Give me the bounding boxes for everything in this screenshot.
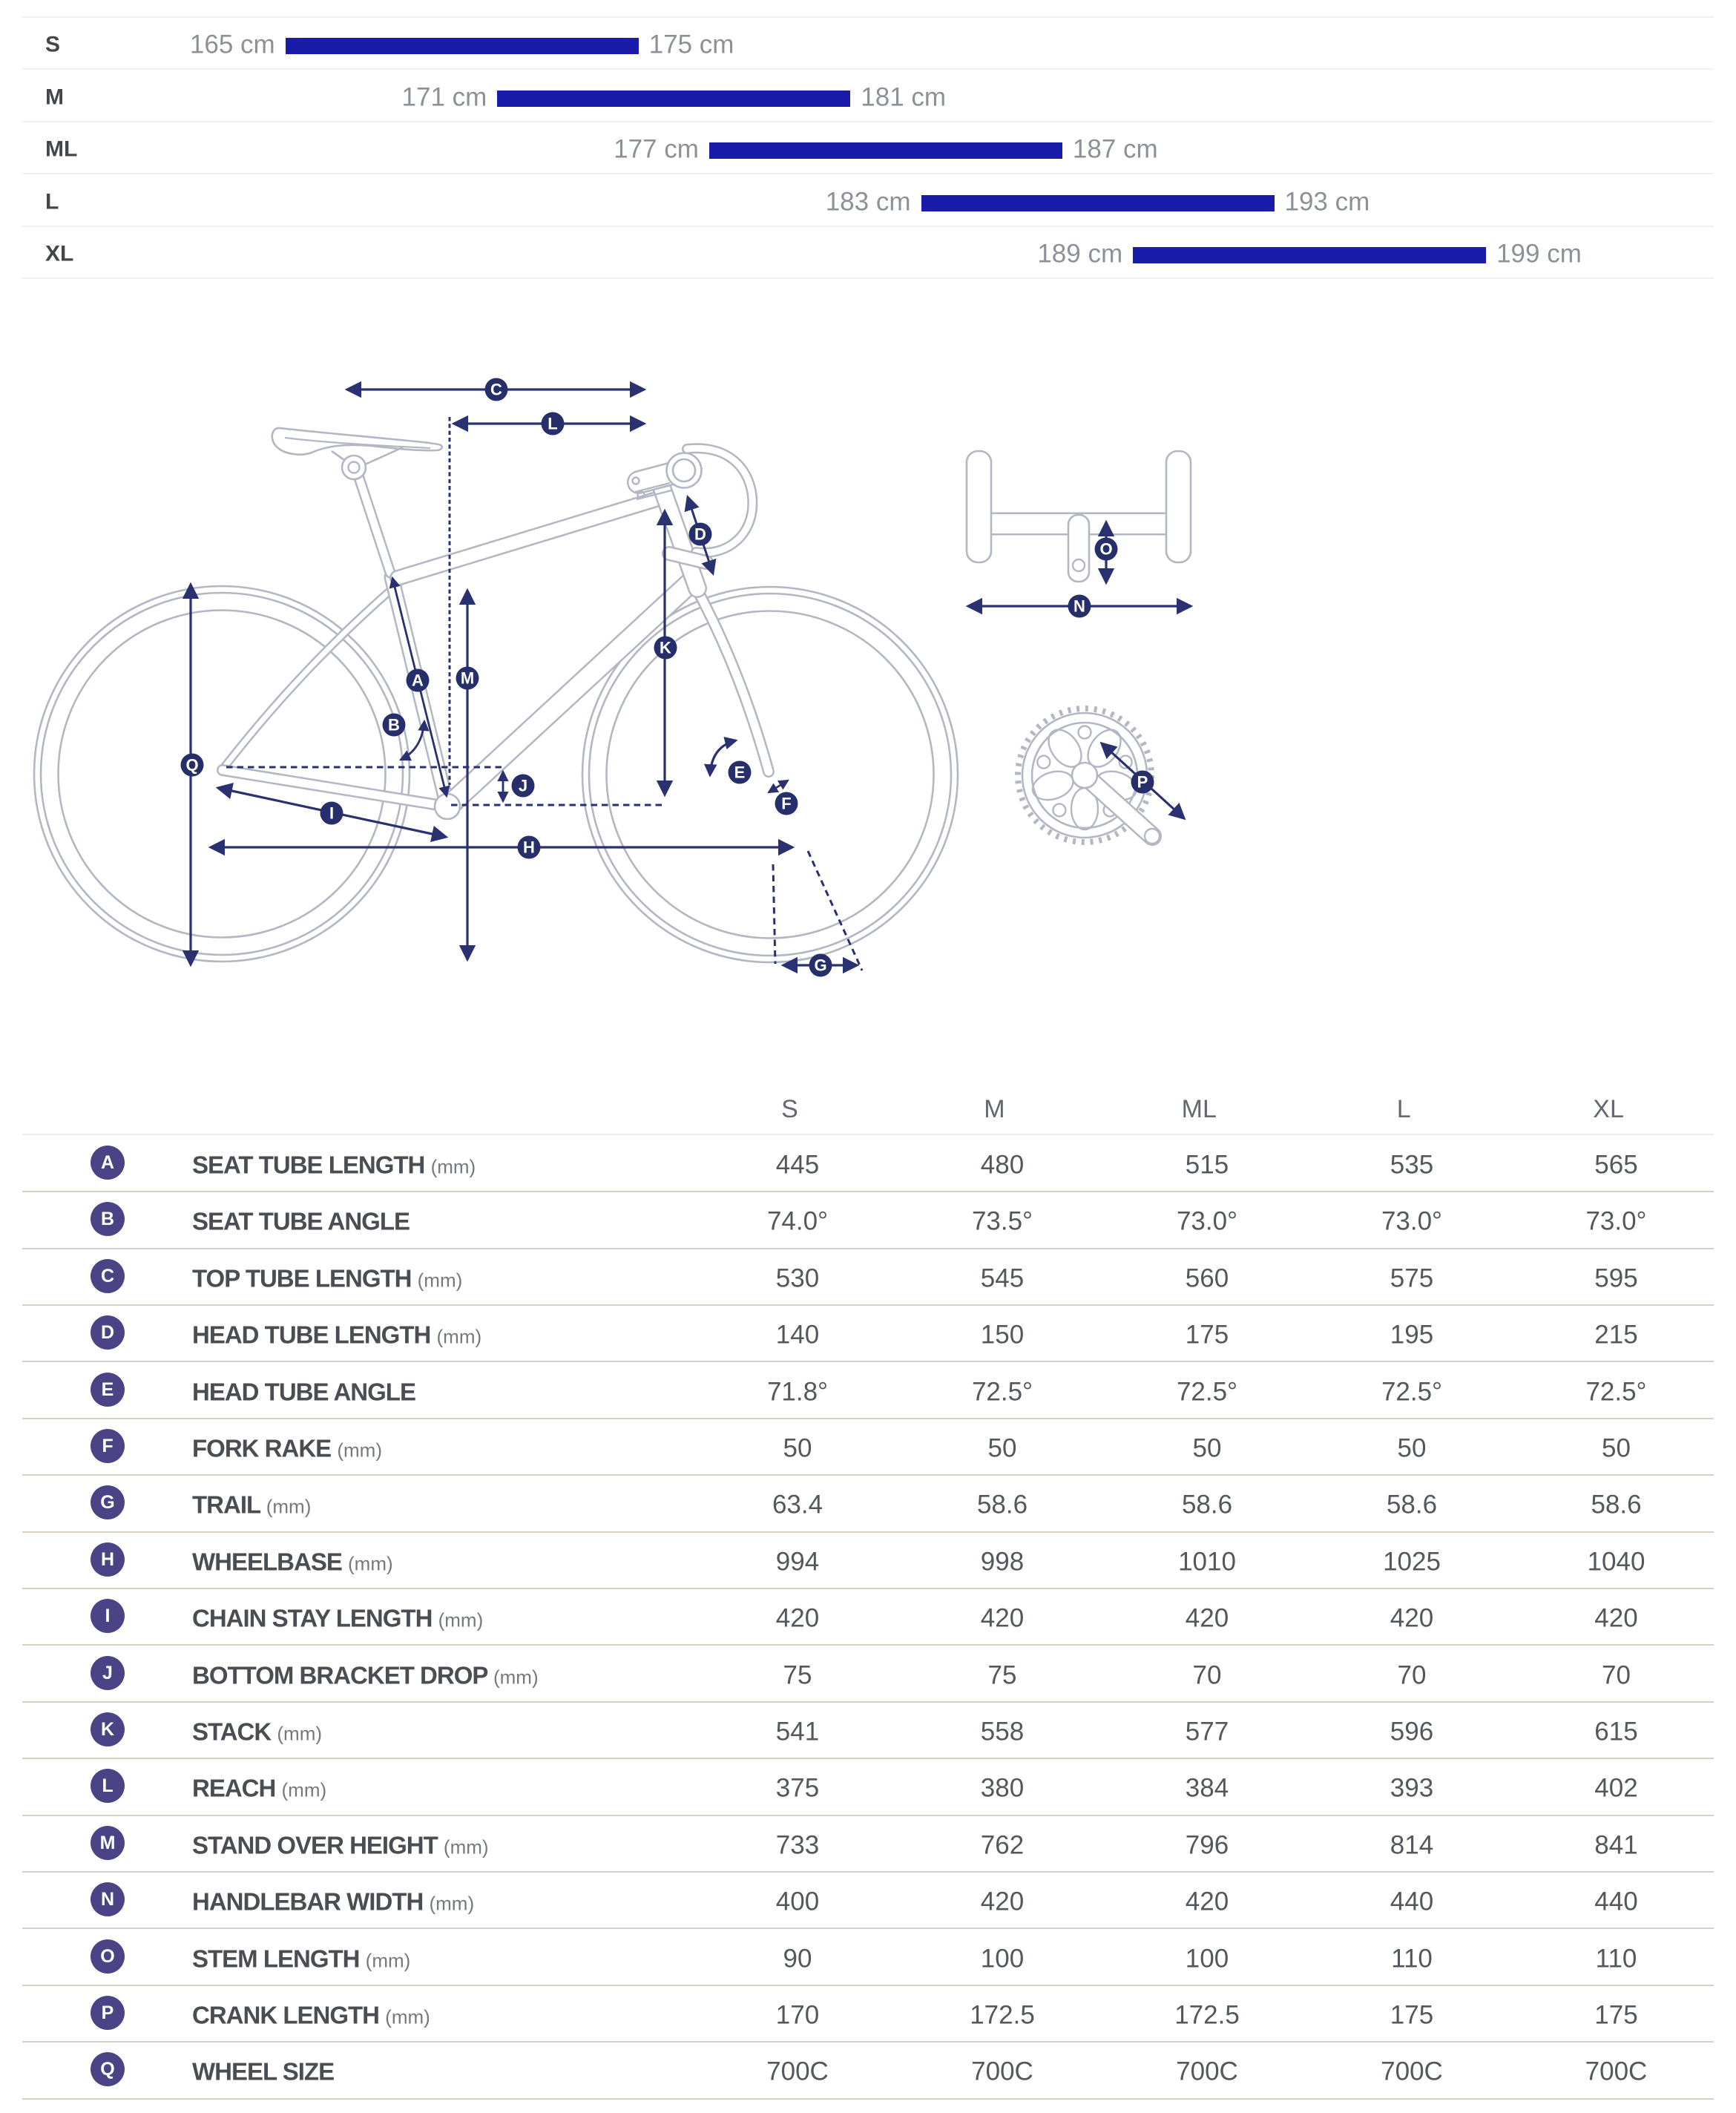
svg-text:H: H — [523, 838, 535, 857]
svg-text:G: G — [814, 956, 826, 975]
svg-text:C: C — [490, 381, 502, 399]
svg-text:L: L — [548, 415, 557, 433]
svg-text:E: E — [734, 763, 746, 782]
svg-text:P: P — [1137, 773, 1148, 792]
svg-text:B: B — [388, 716, 400, 735]
svg-text:O: O — [1099, 540, 1112, 559]
svg-text:N: N — [1074, 597, 1085, 616]
svg-text:F: F — [781, 795, 791, 813]
svg-text:Q: Q — [185, 756, 198, 775]
svg-text:K: K — [660, 639, 671, 657]
svg-text:J: J — [519, 777, 527, 795]
svg-text:I: I — [329, 804, 334, 823]
svg-text:D: D — [694, 525, 706, 544]
svg-text:M: M — [461, 669, 474, 688]
svg-text:A: A — [412, 671, 424, 690]
